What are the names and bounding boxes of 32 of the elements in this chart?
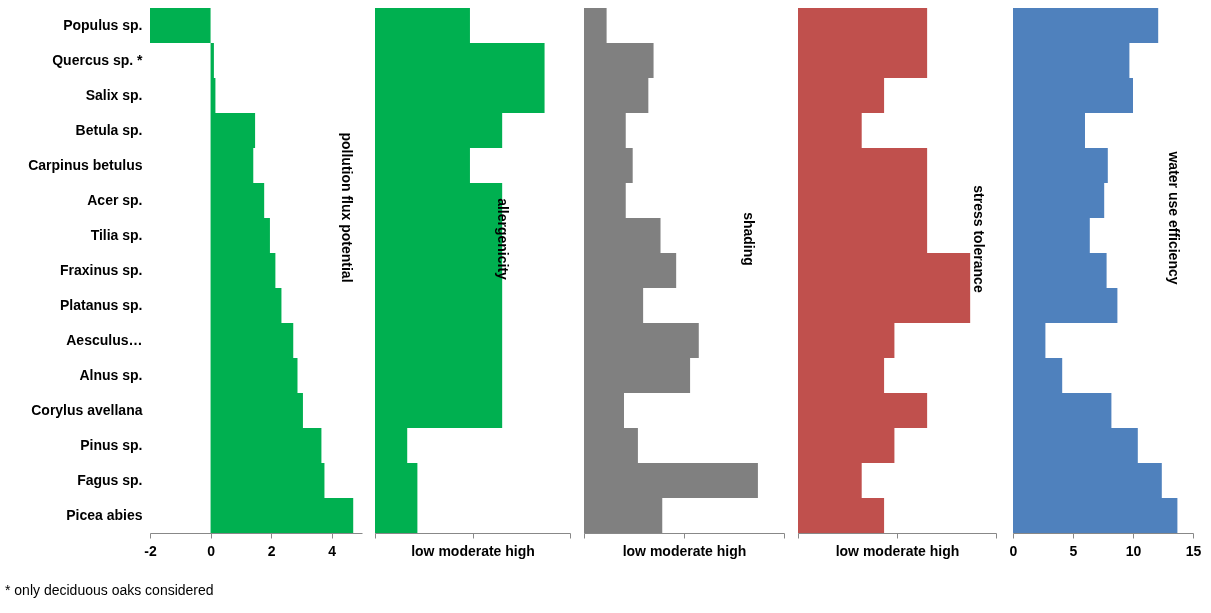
text: * only deciduous oaks considered [5,582,214,598]
y-tick-label: Alnus sp. [79,366,143,383]
x-tick-label: -2 [144,542,157,559]
x-tick-label: 15 [1185,542,1202,559]
x-tick-label: 4 [328,542,337,559]
text: allergenicity [495,198,511,281]
x-axis-title: low moderate high [835,543,960,559]
text: pollution flux potential [339,132,355,283]
y-tick-label: Populus sp. [63,16,143,33]
x-tick-label: 0 [207,542,216,559]
text: water use efficiency [1166,150,1182,285]
x-tick-label: 10 [1125,542,1142,559]
x-tick-label: 5 [1069,542,1078,559]
y-tick-label: Salix sp. [85,86,143,103]
y-tick-label: Aesculus… [66,331,143,348]
y-tick-label: Picea abies [66,506,143,523]
y-tick-label: Platanus sp. [60,296,143,313]
x-tick-label: 2 [267,542,276,559]
text: stress tolerance [971,185,987,293]
y-tick-label: Tilia sp. [90,226,143,243]
x-axis-title: low moderate high [411,543,535,559]
text: shading [741,212,757,266]
y-tick-label: Acer sp. [87,191,143,208]
y-tick-label: Carpinus betulus [28,156,143,173]
y-tick-label: Corylus avellana [31,401,143,418]
y-tick-label: Pinus sp. [80,436,143,453]
y-tick-label: Betula sp. [75,121,143,138]
x-axis-title: low moderate high [622,543,747,559]
y-tick-label: Quercus sp. * [52,51,144,68]
y-tick-label: Fagus sp. [77,471,143,488]
x-tick-label: 0 [1009,542,1018,559]
y-tick-label: Fraxinus sp. [60,261,143,278]
